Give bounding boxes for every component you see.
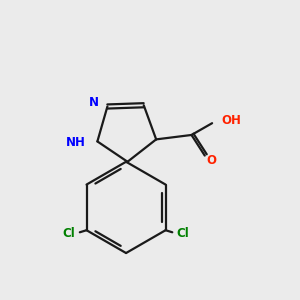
Text: Cl: Cl (63, 227, 75, 240)
Text: NH: NH (66, 136, 86, 149)
Text: O: O (206, 154, 216, 167)
Text: N: N (88, 97, 99, 110)
Text: Cl: Cl (177, 227, 190, 240)
Text: OH: OH (221, 114, 242, 127)
